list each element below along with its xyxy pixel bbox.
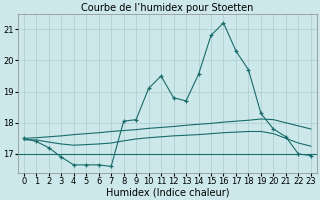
Title: Courbe de l’humidex pour Stoetten: Courbe de l’humidex pour Stoetten — [81, 3, 253, 13]
X-axis label: Humidex (Indice chaleur): Humidex (Indice chaleur) — [106, 187, 229, 197]
